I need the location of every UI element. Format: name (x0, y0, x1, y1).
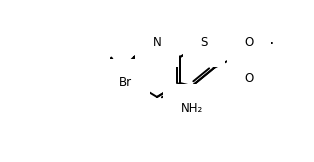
Text: O: O (244, 36, 254, 50)
Text: O: O (244, 71, 254, 85)
Text: S: S (200, 36, 208, 50)
Text: N: N (153, 36, 161, 50)
Text: NH₂: NH₂ (181, 102, 203, 115)
Text: Br: Br (119, 76, 132, 89)
